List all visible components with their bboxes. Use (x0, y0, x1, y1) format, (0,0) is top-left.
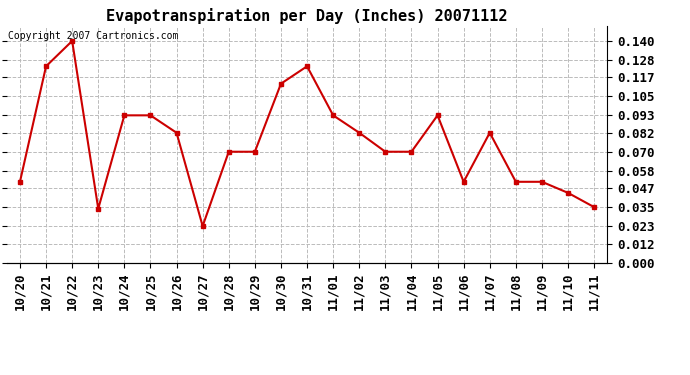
Text: Copyright 2007 Cartronics.com: Copyright 2007 Cartronics.com (8, 31, 179, 41)
Title: Evapotranspiration per Day (Inches) 20071112: Evapotranspiration per Day (Inches) 2007… (106, 8, 508, 24)
